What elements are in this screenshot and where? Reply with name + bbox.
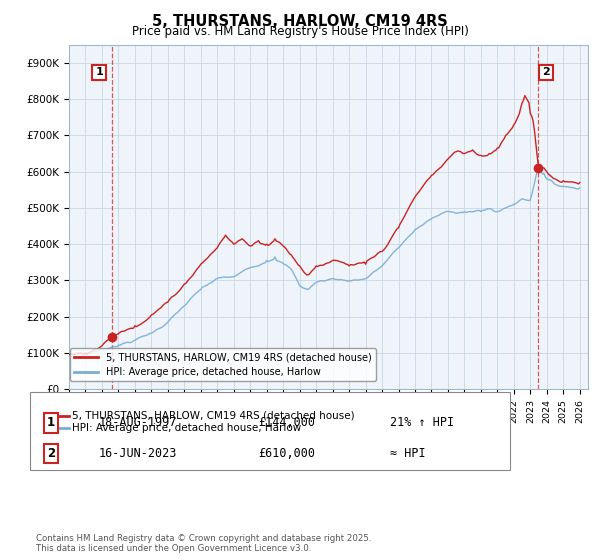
Text: ≈ HPI: ≈ HPI bbox=[390, 447, 425, 460]
Legend: 5, THURSTANS, HARLOW, CM19 4RS (detached house), HPI: Average price, detached ho: 5, THURSTANS, HARLOW, CM19 4RS (detached… bbox=[70, 348, 376, 381]
Text: 5, THURSTANS, HARLOW, CM19 4RS (detached house): 5, THURSTANS, HARLOW, CM19 4RS (detached… bbox=[72, 410, 355, 421]
Text: Price paid vs. HM Land Registry's House Price Index (HPI): Price paid vs. HM Land Registry's House … bbox=[131, 25, 469, 38]
Text: 18-AUG-1997: 18-AUG-1997 bbox=[99, 416, 178, 430]
Text: 21% ↑ HPI: 21% ↑ HPI bbox=[390, 416, 454, 430]
Text: HPI: Average price, detached house, Harlow: HPI: Average price, detached house, Harl… bbox=[72, 423, 301, 433]
Text: £610,000: £610,000 bbox=[258, 447, 315, 460]
Text: 2: 2 bbox=[47, 447, 55, 460]
Text: 1: 1 bbox=[47, 416, 55, 430]
Text: 1: 1 bbox=[95, 67, 103, 77]
Text: 5, THURSTANS, HARLOW, CM19 4RS: 5, THURSTANS, HARLOW, CM19 4RS bbox=[152, 14, 448, 29]
Text: £144,000: £144,000 bbox=[258, 416, 315, 430]
Text: Contains HM Land Registry data © Crown copyright and database right 2025.
This d: Contains HM Land Registry data © Crown c… bbox=[36, 534, 371, 553]
Text: 16-JUN-2023: 16-JUN-2023 bbox=[99, 447, 178, 460]
Text: 2: 2 bbox=[542, 67, 550, 77]
